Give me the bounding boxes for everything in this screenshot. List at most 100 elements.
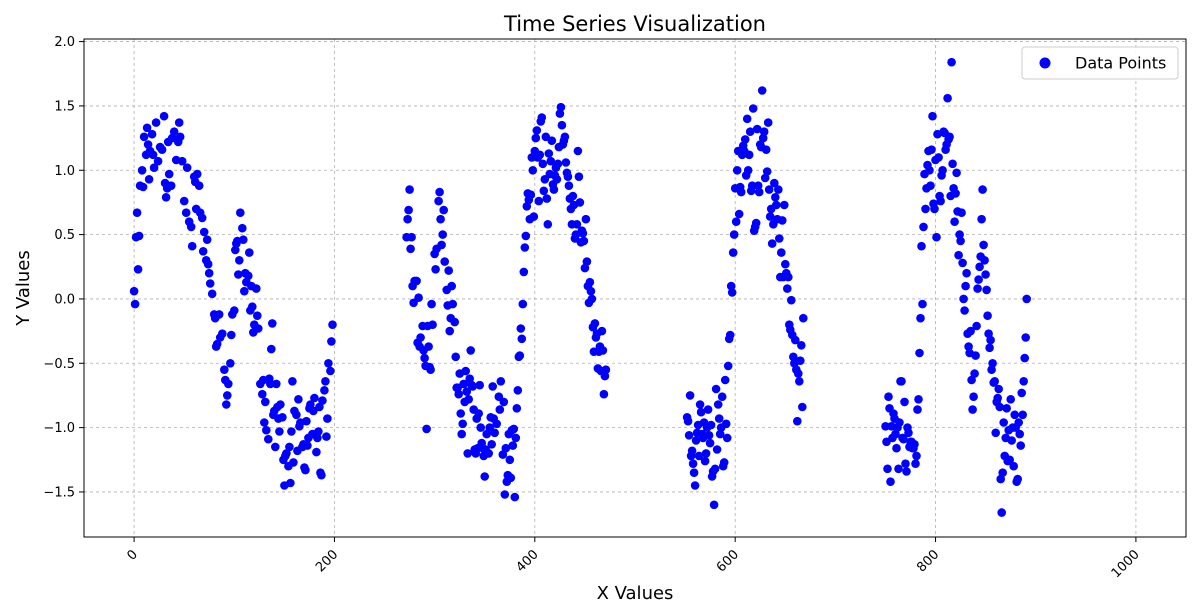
data-point	[728, 248, 738, 257]
data-point	[130, 299, 140, 309]
data-point	[969, 392, 978, 402]
data-point	[275, 427, 284, 436]
data-point	[689, 468, 699, 478]
data-point	[416, 333, 425, 342]
data-point	[727, 288, 737, 297]
data-point	[731, 217, 741, 226]
data-point	[516, 324, 526, 333]
data-point	[899, 434, 908, 444]
data-point	[721, 419, 731, 429]
data-point	[456, 409, 466, 418]
data-point	[770, 178, 779, 188]
data-point	[431, 265, 440, 274]
data-point	[943, 93, 952, 103]
data-point	[1002, 404, 1011, 413]
data-point	[159, 111, 169, 121]
data-point	[1013, 474, 1022, 484]
data-point	[895, 418, 904, 427]
data-point	[575, 198, 585, 207]
data-point	[544, 149, 554, 158]
data-point	[220, 365, 229, 375]
data-point	[904, 428, 913, 438]
data-point	[973, 284, 982, 293]
data-point	[961, 281, 970, 291]
data-point	[451, 352, 461, 362]
data-point	[783, 284, 792, 293]
data-point	[743, 166, 753, 175]
data-point	[518, 299, 528, 309]
legend: Data Points	[1021, 46, 1179, 80]
data-point	[778, 216, 787, 225]
data-point	[142, 123, 152, 133]
data-point	[597, 326, 607, 336]
data-point	[960, 306, 969, 315]
data-point	[956, 236, 965, 246]
data-point	[696, 407, 706, 417]
data-point	[990, 377, 999, 386]
data-point	[475, 380, 485, 390]
data-point	[581, 214, 591, 224]
data-point	[952, 168, 961, 178]
data-point	[465, 374, 475, 384]
data-point	[405, 185, 414, 194]
y-tick-label: 1.5	[54, 99, 75, 114]
data-point	[752, 124, 762, 134]
data-point	[276, 400, 285, 409]
data-point	[936, 196, 945, 206]
data-point	[147, 129, 157, 139]
data-point	[767, 239, 777, 248]
data-point	[313, 433, 322, 443]
data-point	[975, 262, 984, 272]
data-point	[601, 365, 611, 375]
data-point	[181, 208, 191, 217]
plot-frame	[83, 38, 1187, 538]
data-point	[531, 133, 541, 143]
data-point	[487, 440, 497, 449]
data-point	[557, 120, 567, 130]
data-point	[528, 166, 538, 175]
data-point	[694, 451, 704, 461]
data-point	[326, 366, 335, 376]
data-point	[881, 422, 890, 431]
data-point	[490, 428, 500, 438]
data-point	[1009, 461, 1018, 471]
data-point	[715, 429, 725, 439]
data-point	[468, 382, 478, 391]
data-point	[582, 257, 592, 266]
data-point	[203, 259, 213, 269]
data-point	[892, 443, 901, 453]
data-point	[266, 379, 275, 389]
data-point	[974, 275, 983, 284]
data-point	[710, 464, 720, 474]
data-point	[529, 212, 539, 221]
data-point	[474, 409, 484, 418]
data-point	[930, 204, 939, 214]
data-point	[306, 400, 315, 409]
data-point	[134, 231, 144, 241]
data-point	[459, 379, 469, 389]
data-point	[797, 341, 806, 350]
data-point	[574, 172, 584, 181]
data-point	[321, 377, 330, 386]
data-point	[972, 321, 981, 331]
data-point	[144, 175, 154, 184]
data-point	[794, 369, 803, 378]
x-axis-label: X Values	[597, 583, 674, 600]
data-point	[995, 402, 1004, 412]
data-point	[913, 405, 922, 414]
data-point	[547, 136, 557, 145]
data-point	[202, 235, 212, 244]
data-point	[568, 191, 578, 201]
data-point	[572, 220, 582, 229]
data-point	[781, 259, 790, 269]
data-point	[539, 186, 549, 196]
data-point	[138, 182, 148, 192]
data-point	[175, 132, 185, 142]
data-point	[959, 294, 968, 304]
data-point	[424, 342, 433, 351]
data-point	[496, 377, 506, 386]
data-point	[315, 402, 324, 412]
data-point	[701, 449, 711, 458]
data-point	[957, 208, 966, 217]
